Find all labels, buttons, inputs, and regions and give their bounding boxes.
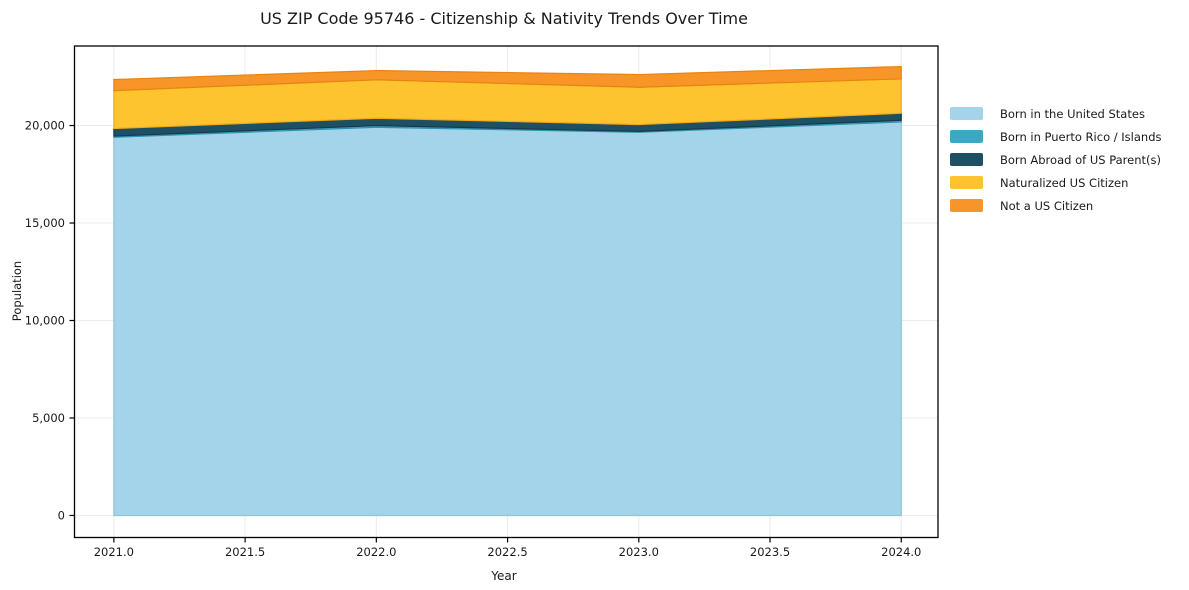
legend-label: Naturalized US Citizen (1000, 175, 1129, 190)
legend-item-born-in-the-united-states: Born in the United States (950, 102, 1162, 125)
legend-item-naturalized-us-citizen: Naturalized US Citizen (950, 171, 1162, 194)
x-tick-label: 2023.5 (750, 545, 790, 559)
chart-title: US ZIP Code 95746 - Citizenship & Nativi… (260, 9, 748, 28)
legend-label: Born in Puerto Rico / Islands (1000, 129, 1162, 144)
x-tick-label: 2021.5 (225, 545, 265, 559)
y-tick-label: 15,000 (25, 216, 65, 230)
legend-item-born-abroad-of-us-parent-s: Born Abroad of US Parent(s) (950, 148, 1162, 171)
y-tick-label: 0 (58, 508, 65, 522)
x-tick-label: 2022.0 (356, 545, 396, 559)
y-axis-label: Population (10, 260, 24, 322)
legend-swatch (950, 176, 983, 189)
y-tick-label: 10,000 (25, 314, 65, 328)
area-born-in-the-united-states (113, 121, 902, 517)
legend-item-born-in-puerto-rico-islands: Born in Puerto Rico / Islands (950, 125, 1162, 148)
legend-swatch (950, 130, 983, 143)
y-tick-label: 5,000 (32, 411, 65, 425)
legend: Born in the United States Born in Puerto … (950, 102, 1162, 217)
x-axis-label: Year (491, 569, 517, 583)
legend-swatch (950, 199, 983, 212)
plot-frame (73, 45, 939, 539)
x-tick-label: 2021.0 (94, 545, 134, 559)
legend-item-not-a-us-citizen: Not a US Citizen (950, 194, 1162, 217)
y-tick-label: 20,000 (25, 119, 65, 133)
x-tick-label: 2024.0 (881, 545, 921, 559)
x-tick-label: 2022.5 (487, 545, 527, 559)
legend-swatch (950, 107, 983, 120)
legend-swatch (950, 153, 983, 166)
legend-label: Born in the United States (1000, 106, 1145, 121)
legend-label: Born Abroad of US Parent(s) (1000, 152, 1161, 167)
area-not-a-us-citizen (113, 65, 902, 92)
legend-label: Not a US Citizen (1000, 198, 1094, 213)
x-tick-label: 2023.0 (619, 545, 659, 559)
